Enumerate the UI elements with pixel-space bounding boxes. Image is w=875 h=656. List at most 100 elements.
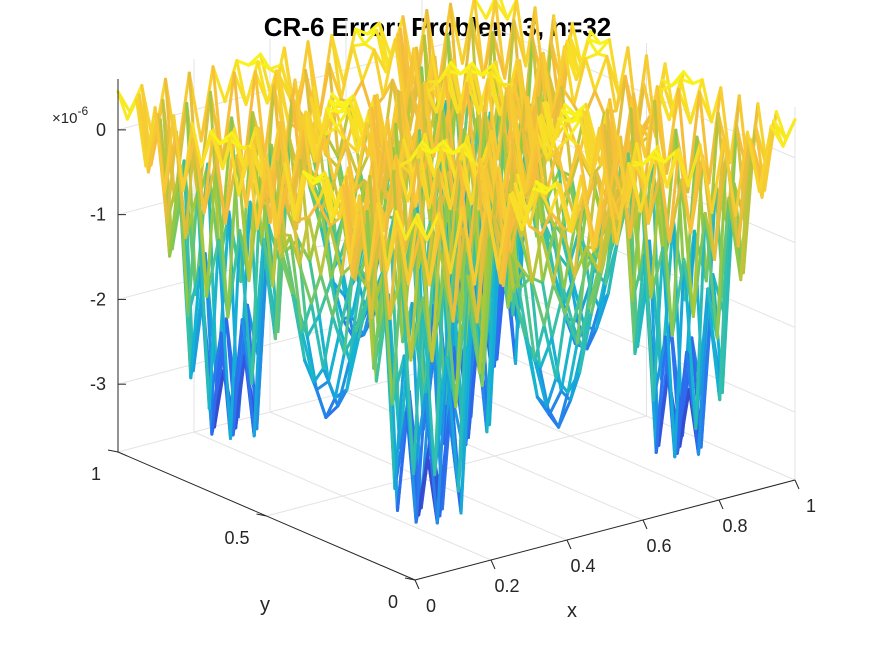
mesh-segment: [551, 45, 566, 119]
x-axis-label: x: [567, 600, 577, 622]
mesh-segment: [354, 283, 368, 333]
mesh-segment: [661, 246, 677, 459]
mesh-segment: [339, 44, 355, 101]
mesh-segment: [298, 263, 313, 305]
mesh-segment: [633, 253, 646, 355]
mesh-segment: [418, 146, 434, 154]
mesh-segment: [351, 42, 367, 48]
mesh-segment: [189, 266, 202, 380]
mesh-segment: [496, 193, 512, 271]
mesh-segment: [658, 84, 674, 93]
z-tick-label: -1: [90, 205, 106, 225]
mesh-segment: [333, 351, 346, 400]
mesh-segment: [357, 154, 370, 179]
x-axis-line: [414, 479, 796, 581]
mesh-segment: [521, 269, 537, 363]
mesh-segment: [413, 208, 426, 405]
mesh-segment: [214, 159, 230, 319]
mesh-segment: [345, 329, 358, 391]
mesh-segment: [596, 52, 609, 58]
mesh-segment: [567, 136, 580, 148]
mesh-segment: [574, 218, 587, 274]
mesh-segment: [653, 148, 669, 189]
mesh-segment: [769, 124, 785, 148]
mesh-segment: [144, 106, 157, 168]
mesh-segment: [268, 63, 284, 71]
mesh-segment: [451, 205, 464, 323]
mesh-segment: [414, 393, 427, 524]
mesh-segment: [472, 199, 488, 286]
mesh-segment: [235, 59, 251, 67]
mesh-segment: [372, 271, 385, 370]
y-tick-label: 0: [388, 592, 398, 612]
mesh-segment: [229, 229, 242, 440]
mesh-segment: [348, 269, 363, 363]
mesh-segment: [668, 147, 681, 244]
mesh-segment: [309, 273, 323, 305]
mesh-segment: [578, 306, 591, 374]
mesh-segment: [651, 155, 666, 164]
mesh-segment: [649, 171, 662, 299]
mesh-segment: [557, 391, 570, 429]
mesh-segment: [428, 212, 441, 287]
mesh-segment: [549, 210, 565, 230]
mesh-segment: [312, 367, 325, 384]
mesh-segment: [567, 174, 583, 232]
mesh-segment: [315, 379, 330, 392]
mesh-segment: [330, 34, 343, 101]
mesh-segment: [563, 312, 579, 345]
mesh-segment: [348, 194, 361, 265]
mesh-segment: [560, 85, 576, 107]
mesh-segment: [309, 301, 325, 370]
mesh-segment: [533, 359, 549, 409]
mesh-segment: [288, 234, 304, 334]
mesh-segment: [320, 178, 333, 224]
mesh-segment: [307, 215, 323, 277]
mesh-segment: [698, 90, 711, 185]
mesh-segment: [413, 218, 429, 242]
mesh-segment: [686, 143, 702, 188]
mesh-segment: [679, 178, 695, 318]
mesh-segment: [560, 108, 574, 124]
mesh-segment: [322, 126, 338, 137]
mesh-segment: [308, 207, 324, 263]
mesh-segment: [566, 341, 579, 394]
mesh-segment: [402, 138, 415, 178]
mesh-segment: [342, 262, 356, 355]
mesh-segment: [639, 155, 654, 213]
mesh-segment: [486, 77, 499, 161]
mesh-segment: [202, 128, 215, 215]
mesh-segment: [542, 323, 558, 380]
mesh-segment: [508, 193, 524, 232]
y-axis-label: y: [260, 594, 270, 616]
mesh-segment: [587, 268, 600, 310]
mesh-segment: [473, 0, 488, 20]
x-tick-label: 0.8: [722, 516, 747, 536]
mesh-segment: [369, 218, 382, 320]
mesh-segment: [135, 98, 148, 168]
tick-labels: 0 0.2 0.4 0.6 0.8 1 0 0.5 1 -3 -2 -1 0: [90, 120, 816, 616]
x-tick-mark: [794, 479, 800, 490]
mesh-segment: [456, 274, 470, 493]
mesh-segment: [305, 313, 321, 339]
mesh-segment: [321, 314, 335, 370]
mesh-segment: [586, 37, 599, 56]
mesh-segment: [627, 162, 643, 213]
mesh-segment: [332, 139, 347, 183]
mesh-segment: [325, 106, 338, 130]
mesh-segment: [279, 234, 292, 259]
mesh-segment: [558, 117, 574, 124]
mesh-segment: [545, 405, 561, 429]
z-axis-exponent: ×10-6: [52, 104, 88, 127]
mesh-segment: [509, 250, 525, 273]
mesh-segment: [317, 313, 330, 383]
mesh-segment: [584, 57, 597, 93]
mesh-segment: [512, 289, 528, 340]
x-tick-mark: [490, 559, 496, 570]
z-tick-label: -2: [90, 289, 106, 309]
mesh-segment: [572, 57, 588, 107]
mesh-segment: [375, 28, 388, 74]
mesh-segment: [274, 162, 287, 239]
mesh-segment: [654, 335, 667, 454]
mesh-segment: [430, 218, 443, 363]
